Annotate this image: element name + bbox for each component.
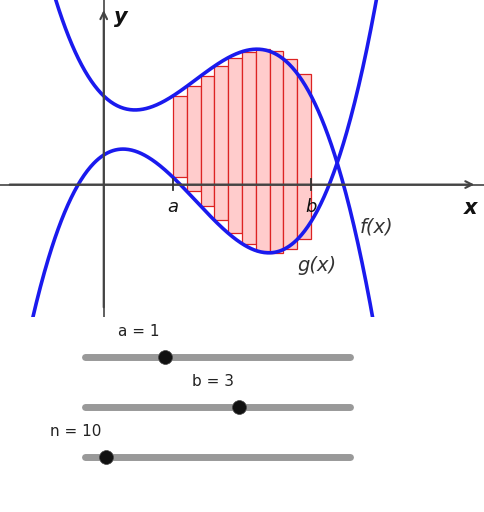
Text: y: y (114, 7, 128, 27)
Text: a = 1: a = 1 (118, 325, 160, 339)
Bar (256, 49, 270, 250)
Bar (214, 66, 228, 220)
Bar (173, 96, 187, 177)
Text: g(x): g(x) (297, 255, 336, 274)
Bar (228, 58, 242, 233)
Text: b: b (305, 198, 317, 216)
Text: a: a (167, 198, 179, 216)
Bar (200, 76, 214, 206)
Text: b = 3: b = 3 (192, 374, 234, 389)
Bar (242, 52, 256, 244)
Text: n = 10: n = 10 (50, 424, 101, 439)
Bar (187, 87, 200, 191)
Text: x: x (463, 198, 477, 218)
Text: f(x): f(x) (360, 217, 393, 236)
Bar (297, 74, 311, 240)
Bar (284, 59, 297, 249)
Bar (270, 51, 284, 253)
